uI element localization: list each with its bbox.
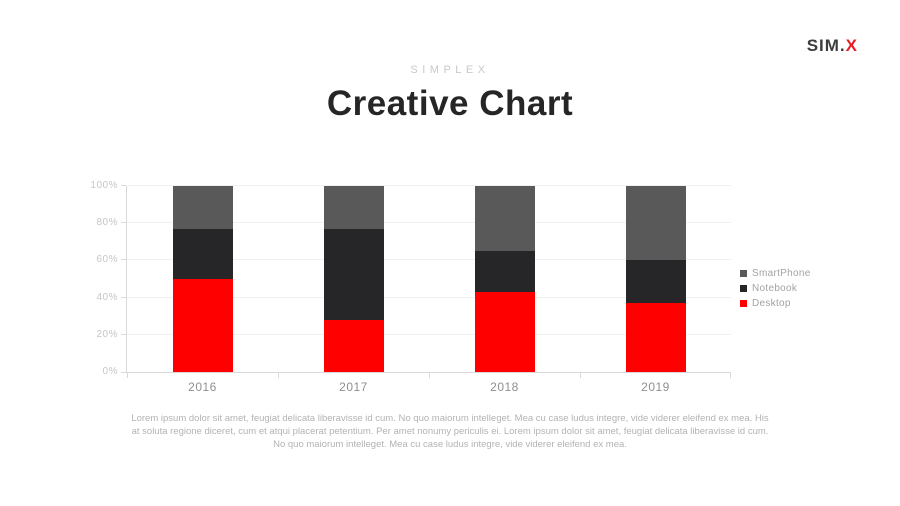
y-axis-label-100%: 100% [90,180,118,191]
bar-2018-smartphone [475,186,535,252]
stacked-bar-chart-plot-area: 0% 20% 40% 60% 80% 100% 2016 2017 2018 2019 [90,180,731,394]
slide-eyebrow: SIMPLEX [410,64,490,76]
gridline-80% [127,222,731,224]
y-axis-label-40%: 40% [96,291,118,303]
legend-item-notebook: Notebook [740,281,811,296]
x-axis-tick-0 [127,373,128,378]
y-axis-tick-80% [121,222,126,224]
gridline-100% [127,185,731,186]
bar-2017-desktop [324,319,384,372]
brand-logo-accent: X [845,36,858,55]
bar-2019-smartphone [626,186,686,261]
x-axis-tick-3 [580,373,581,378]
y-axis-tick-40% [121,296,126,298]
bar-2017-notebook [324,228,384,320]
legend-swatch-desktop [740,300,747,307]
chart-legend: SmartPhone Notebook Desktop [740,266,811,311]
x-axis-label-2018: 2018 [490,380,519,394]
legend-item-desktop: Desktop [740,296,811,311]
x-axis-label-2016: 2016 [188,380,217,394]
bar-2019-notebook [626,260,686,304]
y-axis-label-80%: 80% [96,217,118,229]
y-axis-tick-60% [121,259,126,261]
legend-item-smartphone: SmartPhone [740,266,811,281]
y-axis-tick-20% [121,333,126,335]
gridline-40% [127,296,731,298]
gridline-20% [127,333,731,335]
x-axis-tick-1 [278,373,279,378]
brand-logo-prefix: SIM. [806,36,846,55]
x-axis-label-2019: 2019 [641,380,670,394]
legend-swatch-notebook [740,285,747,292]
legend-label-notebook: Notebook [752,283,798,294]
footer-paragraph: Lorem ipsum dolor sit amet, feugiat deli… [131,413,769,450]
bar-2016-desktop [173,279,233,372]
legend-label-smartphone: SmartPhone [752,268,811,279]
bar-2016-smartphone [173,186,233,229]
x-axis-label-2017: 2017 [339,380,368,394]
bar-2017-smartphone [324,186,384,229]
bar-2016-notebook [173,228,233,279]
y-axis-tick-100% [121,185,126,186]
legend-swatch-smartphone [740,270,747,277]
bar-2019-desktop [626,303,686,372]
y-axis-label-60%: 60% [96,254,118,266]
y-axis-label-20%: 20% [96,328,118,340]
x-axis-tick-4 [730,373,731,378]
bar-2018-notebook [475,251,535,292]
gridline-60% [127,259,731,261]
legend-label-desktop: Desktop [752,298,791,309]
y-axis-label-0%: 0% [102,366,118,377]
x-axis-tick-2 [429,373,430,378]
brand-logo: SIM.X [807,36,858,56]
y-axis-tick-0% [121,372,126,373]
slide-title: Creative Chart [326,84,574,123]
bar-2018-desktop [475,292,535,372]
